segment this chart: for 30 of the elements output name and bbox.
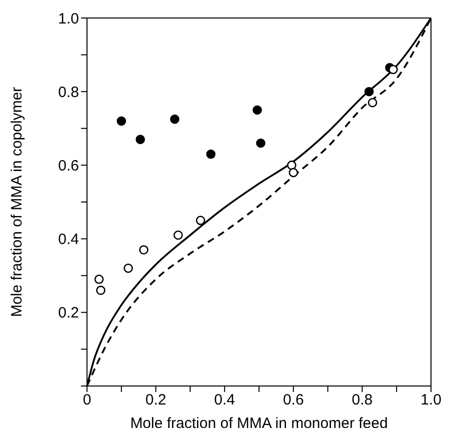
point bbox=[288, 168, 298, 178]
point bbox=[206, 150, 216, 159]
point bbox=[364, 86, 374, 96]
x-tick-label: 0.6 bbox=[282, 392, 304, 409]
point bbox=[139, 245, 148, 254]
y-tick-label: 0.6 bbox=[58, 158, 79, 175]
point bbox=[94, 274, 104, 284]
y-tick-label: 0.2 bbox=[58, 304, 79, 322]
x-tick-label: 0.4 bbox=[214, 392, 236, 409]
y-axis-title: Mole fraction of MMA in copolymer bbox=[8, 86, 26, 318]
point bbox=[96, 286, 106, 295]
point bbox=[196, 216, 206, 226]
x-tick-label: 0 bbox=[82, 392, 92, 409]
point bbox=[368, 98, 378, 108]
point bbox=[174, 230, 183, 240]
point bbox=[124, 264, 133, 273]
y-tick-label: 1.0 bbox=[58, 10, 79, 28]
point bbox=[116, 116, 126, 126]
point bbox=[287, 160, 296, 170]
point bbox=[136, 134, 145, 144]
point bbox=[388, 64, 398, 74]
y-tick-label: 0.8 bbox=[58, 84, 79, 101]
y-tick-label: 0.4 bbox=[58, 231, 79, 248]
x-axis-title: Mole fraction of MMA in monomer feed bbox=[130, 415, 388, 432]
point bbox=[170, 114, 180, 124]
point bbox=[252, 105, 262, 115]
point bbox=[256, 138, 266, 148]
x-tick-label: 1.0 bbox=[420, 392, 442, 409]
x-tick-label: 0.2 bbox=[145, 392, 166, 409]
x-tick-label: 0.8 bbox=[352, 392, 373, 409]
